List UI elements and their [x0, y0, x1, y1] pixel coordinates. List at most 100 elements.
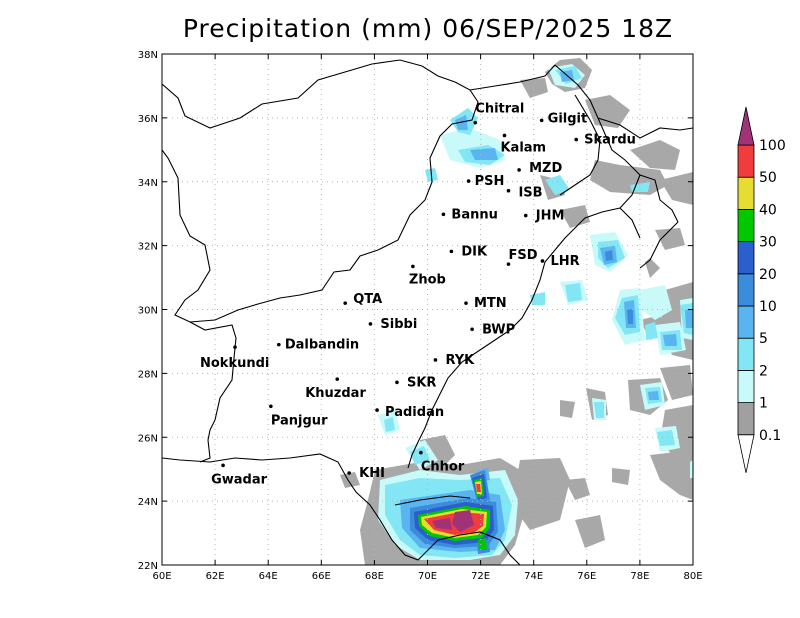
city-marker: [466, 179, 471, 183]
lon-tick-label: 70E: [418, 571, 437, 582]
city-label: RYK: [445, 353, 475, 368]
city-label: Khuzdar: [305, 386, 366, 401]
city-label: Dalbandin: [285, 338, 359, 353]
lat-tick-label: 30N: [138, 306, 158, 317]
colorbar-box: [737, 208, 755, 242]
lat-tick-label: 24N: [138, 497, 158, 508]
city-label: Kalam: [500, 140, 546, 155]
city-label: Nokkundi: [200, 356, 269, 371]
lon-tick-label: 78E: [630, 571, 649, 582]
city-marker: [395, 380, 399, 385]
colorbar-box: [737, 305, 755, 339]
colorbar-label: 0.1: [759, 428, 781, 444]
city-label: Bannu: [451, 207, 497, 222]
city-marker: [335, 377, 340, 381]
city-marker: [574, 137, 578, 142]
lon-tick-label: 64E: [259, 571, 278, 582]
city-label: FSD: [508, 248, 537, 263]
lon-tick-label: 66E: [312, 571, 331, 582]
city-marker: [506, 188, 511, 193]
lon-tick-label: 68E: [365, 571, 384, 582]
lat-tick-label: 38N: [138, 50, 158, 61]
city-marker: [523, 213, 528, 218]
lat-tick-label: 34N: [138, 178, 158, 189]
city-label: MZD: [529, 161, 562, 176]
city-label: PSH: [475, 174, 505, 189]
lat-lon-grid: [162, 54, 693, 565]
lon-tick-label: 80E: [683, 571, 702, 582]
colorbar-label: 50: [759, 170, 777, 186]
city-label: Sibbi: [380, 317, 417, 332]
city-marker: [347, 471, 351, 475]
lat-tick-label: 28N: [138, 369, 158, 380]
city-marker: [433, 358, 438, 362]
city-label: Gilgit: [548, 111, 588, 126]
colorbar-label: 2: [759, 363, 768, 379]
lon-tick-label: 76E: [577, 571, 596, 582]
lon-tick-label: 74E: [524, 571, 543, 582]
colorbar-box: [737, 402, 755, 436]
city-marker: [375, 408, 379, 412]
colorbar-label: 100: [759, 138, 786, 154]
city-label: Chhor: [421, 460, 465, 475]
lon-tick-label: 62E: [206, 571, 225, 582]
city-marker: [269, 404, 273, 409]
colorbar-box: [737, 369, 755, 403]
city-label: KHI: [359, 466, 385, 481]
city-marker: [506, 262, 511, 266]
city-label: ISB: [518, 186, 542, 201]
city-marker: [473, 120, 478, 125]
colorbar-bottom-arrow: [737, 434, 755, 473]
city-label: LHR: [550, 254, 579, 269]
lon-tick-label: 72E: [471, 571, 490, 582]
city-marker: [221, 463, 225, 468]
city-marker: [277, 342, 281, 347]
colorbar: 0.1 1 2 5 10 20 30 40 50 100: [737, 106, 786, 473]
city-marker: [368, 322, 373, 326]
colorbar-box: [737, 176, 755, 210]
colorbar-box: [737, 241, 755, 275]
city-label: Skardu: [584, 133, 636, 148]
city-marker: [419, 450, 423, 455]
city-label: QTA: [353, 292, 382, 307]
city-label: MTN: [474, 296, 507, 311]
lat-tick-label: 36N: [138, 114, 158, 125]
colorbar-label: 40: [759, 202, 777, 218]
city-marker: [470, 327, 474, 332]
city-label: Gwadar: [211, 472, 268, 487]
map-title: Precipitation (mm) 06/SEP/2025 18Z: [182, 14, 674, 43]
borders: [162, 59, 693, 565]
colorbar-box: [737, 337, 755, 371]
colorbar-label: 30: [759, 235, 777, 251]
lat-tick-label: 22N: [138, 561, 158, 572]
colorbar-label: 5: [759, 331, 768, 347]
colorbar-label: 10: [759, 299, 777, 315]
city-marker: [502, 133, 507, 138]
city-marker: [233, 345, 237, 349]
lon-tick-label: 60E: [152, 571, 171, 582]
colorbar-label: 1: [759, 396, 768, 412]
city-marker: [411, 264, 415, 269]
city-label: DIK: [461, 244, 488, 259]
city-marker: [540, 259, 545, 263]
city-marker: [517, 168, 521, 172]
city-marker: [343, 301, 347, 305]
lat-tick-label: 32N: [138, 242, 158, 253]
city-label: Panjgur: [271, 413, 328, 428]
city-label: Zhob: [409, 272, 446, 287]
lat-tick-label: 26N: [138, 433, 158, 444]
colorbar-label: 20: [759, 267, 777, 283]
city-marker: [539, 118, 544, 123]
city-label: BWP: [482, 322, 515, 337]
city-marker: [449, 249, 454, 254]
city-label: Chitral: [475, 102, 524, 117]
city-marker: [464, 301, 468, 305]
colorbar-box: [737, 144, 755, 178]
city-label: SKR: [407, 375, 436, 390]
city-label: Padidan: [385, 405, 444, 420]
city-marker: [441, 212, 446, 217]
colorbar-top-arrow: [737, 106, 755, 146]
axis-ticks: 60E 62E 64E 66E 68E 70E 72E 74E 76E 78E 80E 38N 36N 3…: [138, 50, 703, 582]
